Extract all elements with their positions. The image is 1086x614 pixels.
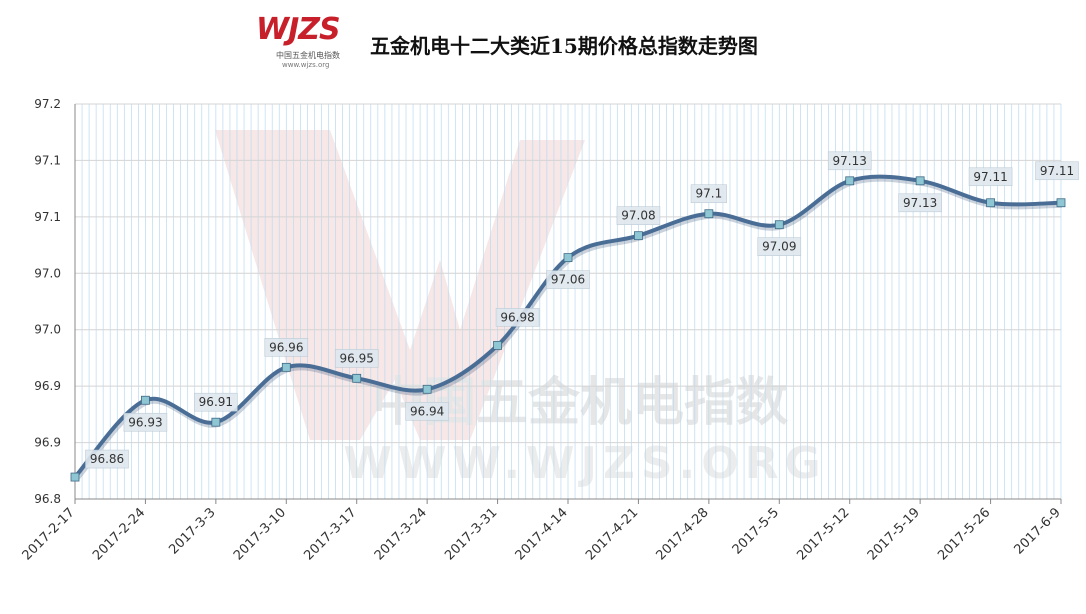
data-label-box <box>1035 161 1079 181</box>
x-tick-label: 2017-3-31 <box>442 505 500 563</box>
data-point-marker <box>352 373 362 383</box>
y-tick-label: 96.9 <box>34 436 61 450</box>
data-label: 96.98 <box>500 310 534 324</box>
data-label: 97.1 <box>695 187 722 201</box>
data-label-box <box>123 412 168 432</box>
x-tick-label: 2017-4-28 <box>654 505 712 563</box>
x-tick-label: 2017-2-17 <box>20 505 78 563</box>
data-label-box <box>334 349 379 368</box>
data-point-marker <box>774 220 784 230</box>
data-label-box <box>968 167 1013 187</box>
y-tick-label: 97.1 <box>34 210 61 224</box>
x-tick-label: 2017-5-26 <box>935 505 993 563</box>
x-tick-label: 2017-3-17 <box>301 505 359 563</box>
logo-subtitle: 中国五金机电指数 <box>276 51 340 60</box>
x-tick-label: 2017-3-3 <box>166 505 218 557</box>
data-label: 97.13 <box>833 154 867 168</box>
y-tick-label: 97.2 <box>34 97 61 111</box>
chart-title: 五金机电十二大类近15期价格总指数走势图 <box>370 34 758 58</box>
x-tick-label: 2017-5-19 <box>865 505 923 563</box>
data-point-marker <box>563 253 573 263</box>
data-point-marker <box>1056 198 1066 208</box>
y-tick-label: 97.0 <box>34 266 61 280</box>
data-label: 97.08 <box>621 209 655 223</box>
x-tick-label: 2017-5-12 <box>794 505 852 563</box>
data-label: 96.96 <box>269 340 303 354</box>
y-tick-label: 96.9 <box>34 379 61 393</box>
x-tick-label: 2017-3-10 <box>231 505 289 563</box>
series-line-shadow <box>73 175 1063 482</box>
data-label-box <box>757 237 802 256</box>
wjzs-logo: WJZS 中国五金机电指数 www.wjzs.org <box>256 12 356 72</box>
x-tick-label: 2017-5-5 <box>730 505 782 557</box>
data-point-marker <box>141 395 150 405</box>
data-point-marker <box>915 176 925 186</box>
data-label: 97.11 <box>1040 164 1074 178</box>
data-label-box <box>495 308 540 327</box>
series-line-path <box>73 174 1062 479</box>
data-label: 96.94 <box>410 404 444 418</box>
data-labels: 96.86 96.93 96.91 96.96 96.95 96.94 96.98 97.06… <box>85 151 1079 469</box>
data-point-marker <box>986 198 995 208</box>
chart-grid <box>74 103 1062 500</box>
data-point-marker <box>845 176 855 186</box>
x-tick-label: 2017-3-24 <box>372 505 430 563</box>
data-label-box <box>405 401 449 421</box>
x-tick-label: 2017-4-14 <box>513 505 571 563</box>
data-label: 97.06 <box>551 273 585 287</box>
series-markers <box>70 176 1066 482</box>
y-tick-label: 97.1 <box>34 153 61 167</box>
data-label: 97.09 <box>762 240 796 254</box>
x-tick-label: 2017-6-9 <box>1011 505 1063 557</box>
data-point-marker <box>211 417 221 427</box>
y-tick-label: 96.8 <box>34 492 61 506</box>
data-label-box <box>264 338 309 357</box>
watermark-url-text: WWW.WJZS.ORG <box>343 438 826 489</box>
x-tick-label: 2017-4-21 <box>583 505 641 563</box>
logo-url: www.wjzs.org <box>282 61 330 69</box>
y-tick-label: 97.0 <box>34 323 61 337</box>
data-point-marker <box>704 209 714 219</box>
y-axis-labels: 96.8 96.9 96.9 97.0 97.0 97.1 97.1 97.2 <box>34 97 61 506</box>
data-label: 96.93 <box>128 415 162 429</box>
chart-axes <box>74 104 1062 504</box>
x-tick-label: 2017-2-24 <box>90 505 148 563</box>
data-label: 97.13 <box>903 196 937 210</box>
data-point-marker <box>281 362 291 372</box>
data-label: 96.91 <box>199 395 233 409</box>
data-label-box <box>690 184 727 204</box>
data-label-box <box>194 392 238 412</box>
data-label: 96.95 <box>340 351 374 365</box>
data-label-box <box>85 449 129 469</box>
data-label: 96.86 <box>90 452 124 466</box>
logo-text: WJZS <box>256 12 341 47</box>
data-label-box <box>546 270 590 289</box>
data-label-box <box>616 206 661 225</box>
data-point-marker <box>634 231 643 241</box>
data-label: 97.11 <box>973 170 1007 184</box>
x-axis-labels: 2017-2-17 2017-2-24 2017-3-3 2017-3-10 2017-… <box>20 505 1064 563</box>
data-point-marker <box>422 384 432 394</box>
data-point-marker <box>70 472 80 482</box>
data-label-box <box>898 193 942 213</box>
data-point-marker <box>493 340 502 350</box>
data-label-box <box>827 151 872 171</box>
